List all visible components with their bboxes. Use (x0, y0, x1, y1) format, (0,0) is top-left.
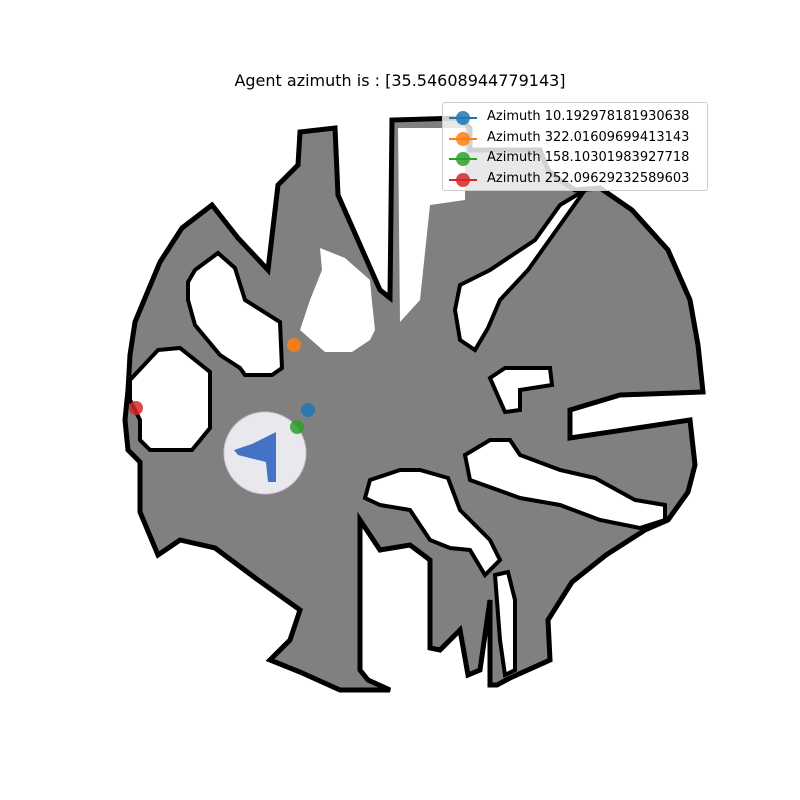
map-floor (122, 115, 706, 693)
legend: Azimuth 10.192978181930638 Azimuth 322.01… (442, 102, 708, 191)
legend-label: Azimuth 10.192978181930638 (487, 109, 690, 124)
obstacle-upper-center (300, 248, 375, 352)
agent-arrow-icon (234, 432, 276, 482)
legend-label: Azimuth 252.09629232589603 (487, 170, 690, 186)
floor-area (122, 115, 706, 693)
legend-marker-icon (456, 131, 470, 146)
azimuth-markers (129, 338, 315, 434)
obstacle-right-notch (452, 188, 587, 353)
legend-entry: Azimuth 322.01609699413143 (443, 128, 707, 148)
azimuth-marker-1 (301, 403, 315, 417)
obstacle-right-slot (487, 366, 555, 415)
obstacle-lower-right (462, 438, 667, 531)
azimuth-marker-2 (287, 338, 301, 352)
obstacle-upper-left (186, 250, 285, 377)
legend-marker-icon (456, 152, 470, 166)
obstacle-bottom-slot-a (492, 569, 517, 679)
legend-marker-icon (456, 111, 470, 125)
legend-marker-icon (456, 172, 470, 187)
legend-entry: Azimuth 158.10301983927718 (443, 148, 707, 168)
agent-view (223, 411, 307, 495)
obstacle-lower-center (362, 468, 503, 579)
azimuth-marker-4 (129, 401, 143, 415)
chart-title: Agent azimuth is : [35.54608944779143] (234, 71, 566, 90)
legend-entry: Azimuth 252.09629232589603 (443, 169, 707, 189)
legend-label: Azimuth 322.01609699413143 (487, 129, 690, 145)
legend-entry: Azimuth 10.192978181930638 (443, 107, 707, 127)
legend-label: Azimuth 158.10301983927718 (487, 150, 690, 165)
azimuth-marker-3 (290, 420, 304, 434)
